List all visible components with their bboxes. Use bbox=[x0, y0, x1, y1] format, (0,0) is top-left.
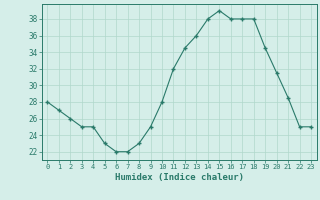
X-axis label: Humidex (Indice chaleur): Humidex (Indice chaleur) bbox=[115, 173, 244, 182]
